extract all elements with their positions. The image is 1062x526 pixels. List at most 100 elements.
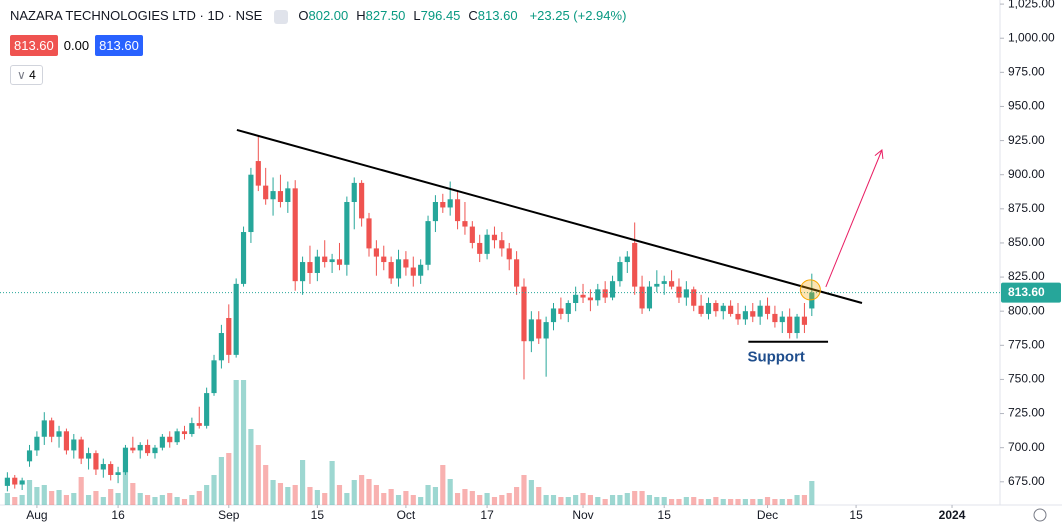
volume-bar (108, 489, 114, 505)
candle-body (108, 464, 114, 475)
candle-body (728, 305, 734, 314)
y-tick-label: 750.00 (1008, 372, 1045, 386)
last-price-box (1001, 282, 1061, 303)
spread: 0.00 (63, 38, 90, 53)
candle-body (713, 303, 719, 312)
candle-body (26, 450, 33, 462)
volume-bar (432, 487, 439, 505)
candle-body (115, 472, 121, 475)
candle-body (425, 221, 431, 265)
volume-bar (373, 485, 379, 505)
candle-body (41, 420, 47, 437)
volume-bar (78, 477, 84, 505)
volume-bar (56, 490, 62, 505)
volume-bar (300, 460, 306, 505)
ohlc-value: 802.00 (308, 8, 349, 23)
candle-body (233, 283, 239, 355)
volume-bar (285, 487, 291, 505)
y-tick-label: 875.00 (1008, 201, 1045, 215)
volume-bar (728, 499, 734, 505)
candle-body (573, 294, 579, 303)
candle-body (71, 439, 77, 451)
settings-icon[interactable] (1033, 508, 1047, 522)
candle-body (300, 262, 306, 282)
buy-badge[interactable]: 813.60 (95, 35, 143, 56)
volume-bar (440, 465, 446, 505)
y-tick-label: 925.00 (1008, 133, 1045, 147)
candle-body (543, 322, 549, 339)
candle-body (373, 248, 379, 257)
candle-body (167, 436, 173, 443)
volume-bar (130, 483, 136, 505)
volume-bar (26, 480, 33, 505)
candle-body (646, 286, 653, 309)
x-tick-label: 16 (111, 508, 125, 522)
volume-bar (491, 497, 498, 505)
volume-bar (12, 497, 18, 505)
volume-bar (632, 491, 638, 505)
volume-bar (211, 475, 217, 505)
candle-body (624, 256, 630, 263)
eye-icon[interactable] (274, 9, 289, 24)
support-label: Support (747, 349, 805, 366)
x-tick-label: 15 (658, 508, 672, 522)
candle-body (764, 305, 771, 314)
candle-body (676, 286, 682, 298)
volume-bar (764, 497, 771, 505)
x-tick-label: Sep (218, 508, 240, 522)
candle-body (794, 316, 800, 334)
volume-bar (233, 380, 239, 505)
candle-body (661, 281, 667, 284)
candle-body (248, 174, 254, 233)
volume-bar (270, 480, 276, 505)
candle-body (499, 240, 505, 249)
candle-body (137, 444, 143, 451)
volume-bar (167, 493, 173, 505)
volume-bar (152, 497, 158, 505)
volume-bar (359, 475, 365, 505)
volume-bar (499, 495, 505, 505)
candle-body (536, 319, 542, 339)
candle-body (587, 297, 593, 301)
volume-layer (4, 380, 815, 505)
candle-body (255, 161, 261, 186)
candle-body (263, 185, 269, 200)
volume-bar (462, 489, 468, 505)
candle-body (772, 313, 778, 323)
volume-bar (196, 491, 202, 505)
indicator-toggle[interactable]: ∨ 4 (10, 65, 43, 85)
volume-bar (63, 495, 70, 505)
volume-bar (720, 499, 726, 505)
legend-header: NAZARA TECHNOLOGIES LTD · 1D · NSE O802.0… (10, 8, 634, 24)
candle-body (491, 234, 498, 241)
arrow-head (874, 149, 884, 159)
candle-body (78, 439, 84, 459)
volume-bar (115, 493, 121, 505)
x-tick-label: 15 (311, 508, 325, 522)
candle-body (462, 221, 468, 227)
candle-body (359, 182, 365, 219)
sell-badge[interactable]: 813.60 (10, 35, 58, 56)
volume-bar (617, 495, 623, 505)
volume-bar (742, 499, 748, 505)
volume-bar (506, 493, 512, 505)
volume-bar (218, 457, 224, 505)
change: +23.25 (+2.94%) (529, 8, 627, 23)
volume-bar (698, 499, 704, 505)
candle-body (152, 447, 158, 454)
volume-bar (351, 480, 357, 505)
volume-bar (329, 461, 335, 505)
volume-bar (595, 497, 601, 505)
volume-bar (366, 479, 372, 505)
candle-body (329, 259, 335, 263)
volume-bar (646, 495, 653, 505)
volume-bar (801, 495, 808, 505)
volume-bar (477, 495, 483, 505)
candle-body (521, 286, 527, 342)
candle-body (779, 316, 785, 323)
ohlc-value: 827.50 (365, 8, 406, 23)
candle-body (528, 319, 534, 342)
volume-bar (447, 479, 453, 505)
candle-body (735, 313, 741, 320)
